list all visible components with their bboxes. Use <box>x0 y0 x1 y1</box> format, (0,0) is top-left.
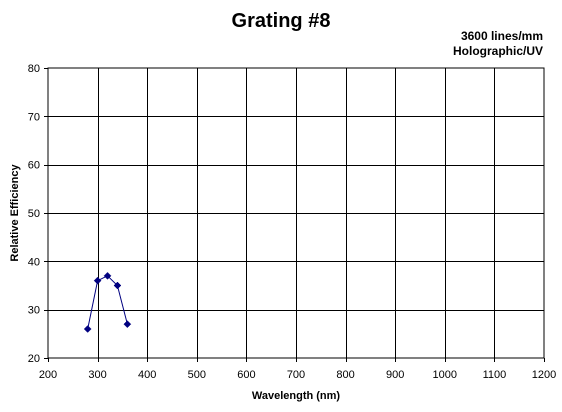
x-tick-label: 1000 <box>433 369 457 381</box>
y-tick-label: 20 <box>28 353 40 365</box>
data-point <box>123 320 132 329</box>
gridlines <box>48 68 544 358</box>
data-point <box>83 325 92 333</box>
chart-title: Grating #8 <box>232 10 331 32</box>
y-tick-label: 40 <box>28 256 40 268</box>
data-point <box>93 276 102 285</box>
chart-subtitle-line-2: Holographic/UV <box>453 44 543 58</box>
x-tick-label: 700 <box>287 369 305 381</box>
x-axis-ticks: 200 300 400 500 600 700 800 900 1000 1100 1200 <box>39 358 556 381</box>
y-tick-label: 50 <box>28 208 40 220</box>
data-point <box>103 271 112 280</box>
x-tick-label: 200 <box>39 369 57 381</box>
x-tick-label: 300 <box>88 369 106 381</box>
x-tick-label: 1100 <box>483 369 507 381</box>
y-tick-label: 80 <box>28 63 40 75</box>
x-tick-label: 500 <box>188 369 206 381</box>
x-tick-label: 800 <box>336 369 354 381</box>
chart-subtitle-line-1: 3600 lines/mm <box>461 29 543 43</box>
x-tick-label: 600 <box>237 369 255 381</box>
x-tick-label: 900 <box>386 369 404 381</box>
x-tick-label: 1200 <box>532 369 556 381</box>
y-tick-label: 60 <box>28 160 40 172</box>
y-axis-ticks: 20 30 40 50 60 70 80 <box>28 63 48 365</box>
y-tick-label: 30 <box>28 305 40 317</box>
data-point <box>113 281 122 290</box>
x-axis-label: Wavelength (nm) <box>252 390 341 402</box>
data-series <box>83 271 132 333</box>
y-tick-label: 70 <box>28 111 40 123</box>
x-tick-label: 400 <box>138 369 156 381</box>
y-axis-label: Relative Efficiency <box>9 164 21 262</box>
